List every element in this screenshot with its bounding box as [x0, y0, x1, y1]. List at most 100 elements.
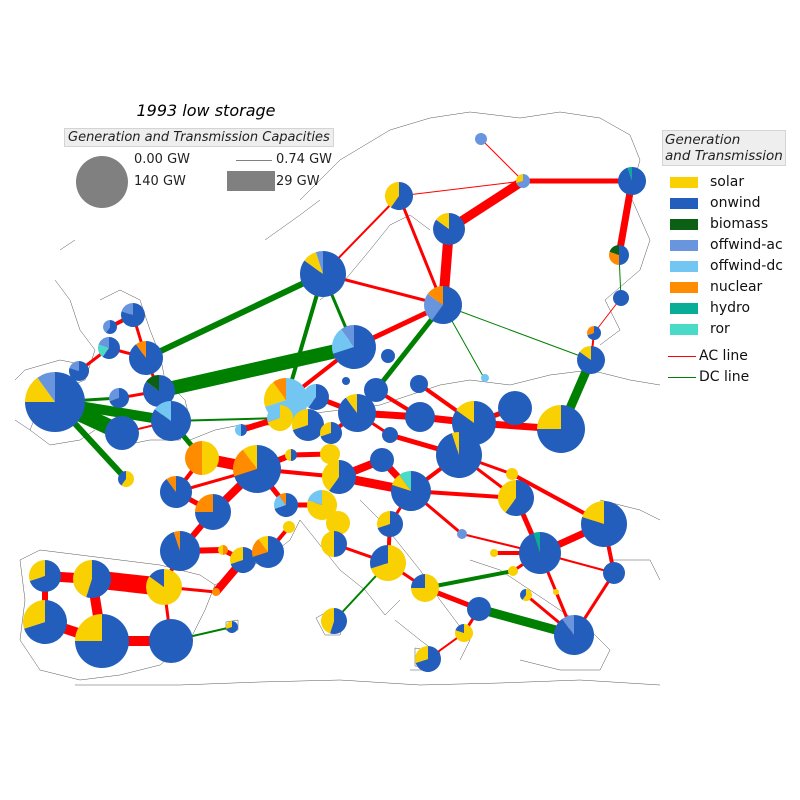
bus-pie: [232, 445, 281, 494]
bus-pie: [475, 133, 487, 145]
solar-slice: [497, 480, 516, 513]
solar-slice: [121, 471, 134, 488]
onwind-slice: [159, 476, 192, 508]
solar-slice: [320, 422, 331, 437]
solar-slice: [326, 511, 350, 535]
bus-pie: [68, 361, 89, 381]
onwind-slice: [587, 326, 601, 340]
offwind-ac-slice: [424, 293, 443, 321]
bus-pie: [149, 619, 193, 663]
capacity-legend-title: Generation and Transmission Capacities: [64, 128, 334, 147]
bus-pie: [377, 511, 403, 537]
line-large-marker: [227, 171, 275, 191]
bus-pie: [212, 588, 220, 596]
solar-slice: [229, 547, 243, 565]
ac-line: [398, 180, 524, 197]
bus-pie: [617, 167, 646, 195]
nuclear-slice: [252, 539, 268, 557]
onwind-slice: [150, 401, 191, 441]
onwind-slice: [234, 445, 281, 494]
onwind-slice: [128, 341, 163, 376]
offwind-ac-slice: [516, 174, 530, 188]
offwind-dc-slice: [274, 495, 286, 509]
onwind-slice: [576, 346, 605, 374]
solar-slice: [321, 608, 334, 634]
onwind-slice: [292, 409, 324, 442]
onwind-slice: [105, 320, 117, 334]
legend-entry-hydro: hydro: [670, 298, 750, 318]
nuclear-slice: [586, 326, 594, 336]
legend-title-line1: Generation: [665, 132, 741, 148]
onwind-slice: [252, 536, 284, 569]
bus-pie: [576, 346, 605, 374]
offwind-ac-swatch: [670, 239, 698, 251]
onwind-slice: [382, 427, 398, 443]
solar-slice: [516, 174, 523, 184]
bus-pie: [73, 559, 112, 598]
bus-pie: [218, 545, 228, 555]
bus-pie: [385, 182, 414, 210]
solar-slice: [22, 600, 45, 629]
solar-slice: [455, 624, 474, 643]
ror-swatch: [670, 323, 698, 335]
onwind-slice: [320, 422, 343, 444]
onwind-slice: [149, 619, 193, 663]
onwind-slice: [410, 375, 428, 393]
bus-pie: [322, 460, 357, 494]
bus-pie: [120, 303, 145, 327]
offwind-ac-slice: [562, 615, 574, 635]
hydro-slice: [533, 532, 540, 553]
bus-pie: [455, 624, 474, 643]
onwind-slice: [415, 646, 441, 672]
bus-pie: [457, 529, 467, 539]
bus-pie: [159, 476, 192, 508]
legend-entry-dc-line: DC line: [668, 367, 749, 387]
solar-slice: [218, 545, 223, 555]
solar-slice: [304, 252, 323, 274]
bus-pie: [267, 405, 294, 432]
bus-pie: [108, 388, 129, 408]
bus-pie: [299, 251, 346, 297]
offwind-dc-slice: [303, 384, 316, 408]
bus-pie: [142, 375, 175, 408]
solar-slice: [146, 569, 183, 605]
onwind-slice: [24, 600, 67, 645]
onwind-slice: [381, 349, 395, 363]
bus-pie: [405, 402, 435, 432]
bus-pie: [519, 532, 561, 575]
bus-pie: [370, 545, 407, 581]
bus-pie: [331, 325, 376, 369]
nuclear-slice: [278, 493, 286, 505]
legend-entry-ac-line: AC line: [668, 346, 748, 366]
onwind-slice: [68, 361, 89, 381]
offwind-dc-slice: [331, 329, 354, 354]
bus-pie: [25, 372, 85, 432]
bus-pie: [342, 377, 350, 385]
dc-line: [157, 340, 356, 398]
biomass-slice: [609, 245, 619, 255]
bus-pie: [274, 493, 298, 517]
bus-pie: [516, 174, 530, 188]
line-small-marker: [236, 160, 272, 161]
onwind-slice: [431, 286, 462, 324]
bus-pie: [117, 471, 134, 488]
ac-line-swatch: [668, 355, 696, 357]
legend-entry-biomass: biomass: [670, 214, 768, 234]
bus-pie: [603, 562, 625, 584]
onwind-slice: [117, 471, 126, 486]
bus-pie: [29, 560, 61, 593]
solar-slice: [345, 394, 357, 413]
gen-small-label: 0.00 GW: [134, 152, 191, 167]
bus-pie: [22, 600, 67, 645]
bus-pie: [581, 501, 627, 548]
solar-slice: [258, 536, 268, 552]
offwind-ac-slice: [69, 361, 79, 371]
bus-pie: [303, 384, 330, 410]
bus-pie: [435, 432, 482, 479]
bus-pie: [553, 589, 559, 595]
solar-slice: [291, 409, 308, 430]
bus-pie: [321, 608, 348, 634]
onwind-slice: [308, 384, 330, 410]
transmission-lines: [42, 138, 636, 660]
onwind-slice: [149, 569, 164, 587]
